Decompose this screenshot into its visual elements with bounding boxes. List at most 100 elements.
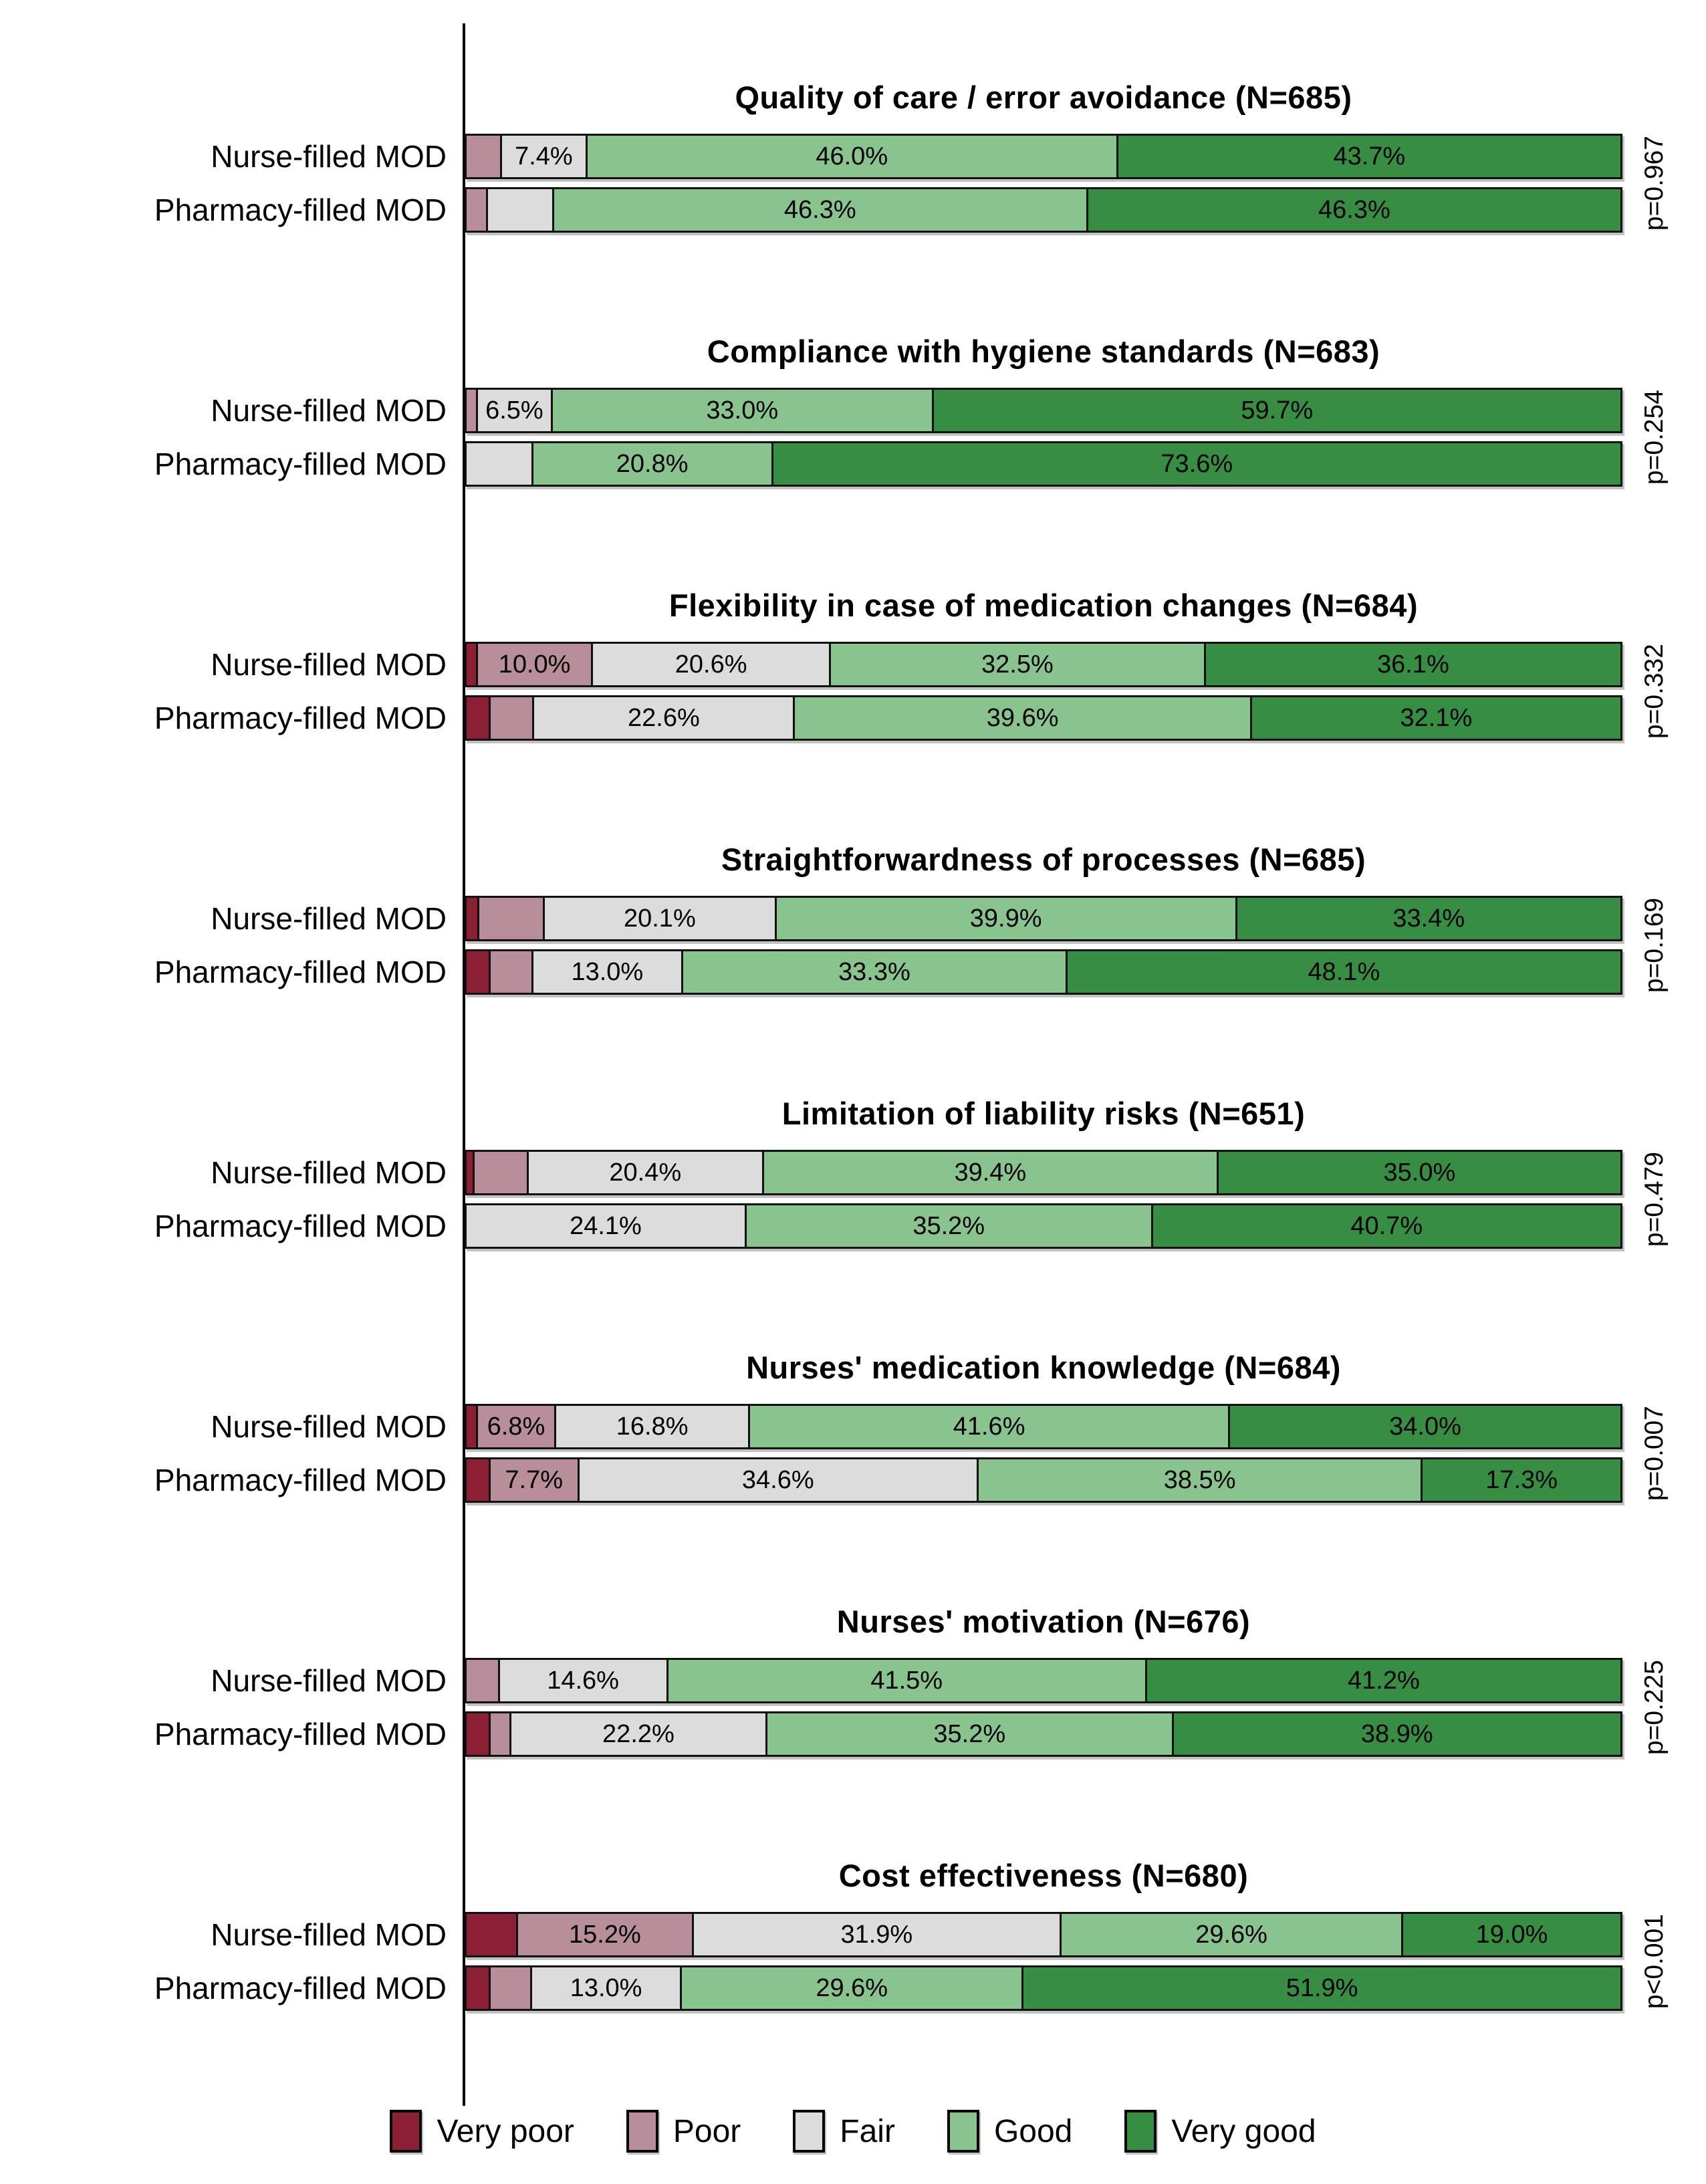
segment-very-good: 33.4%: [1235, 898, 1620, 939]
legend-swatch-good: [947, 2110, 979, 2153]
segment-value-label: 34.0%: [1389, 1412, 1461, 1441]
legend: Very poor Poor Fair Good Very good: [0, 2110, 1706, 2153]
segment-good: 32.5%: [828, 644, 1204, 685]
legend-label: Fair: [840, 2113, 895, 2149]
p-value-label: p<0.001: [1631, 1912, 1678, 2011]
stacked-bar: 7.7% 34.6% 38.5% 17.3%: [465, 1457, 1622, 1503]
segment-value-label: 33.0%: [706, 396, 779, 424]
legend-swatch-very-good: [1124, 2110, 1157, 2153]
segment-value-label: 16.8%: [616, 1412, 689, 1441]
segment-very-good: 36.1%: [1203, 644, 1620, 685]
segment-very-poor: [467, 1914, 517, 1955]
segment-good: 20.8%: [531, 443, 771, 485]
segment-value-label: 46.3%: [783, 195, 856, 224]
segment-good: 29.6%: [1060, 1914, 1402, 1955]
segment-value-label: 7.7%: [505, 1465, 564, 1494]
legend-label: Very good: [1171, 2113, 1316, 2149]
p-value-text: p=0.007: [1640, 1405, 1669, 1501]
bar-row: Pharmacy-filled MOD 13.0% 29.6% 51.9%: [0, 1965, 1622, 2011]
segment-good: 46.3%: [552, 189, 1086, 231]
segment-fair: 13.0%: [531, 951, 682, 993]
segment-good: 33.3%: [681, 951, 1066, 993]
panel-title: Nurses' medication knowledge (N=684): [746, 1350, 1341, 1385]
segment-value-label: 14.6%: [547, 1666, 619, 1695]
row-label: Nurse-filled MOD: [211, 1409, 447, 1444]
segment-fair: 31.9%: [691, 1914, 1060, 1955]
segment-good: 46.0%: [585, 136, 1116, 177]
bar-row: Nurse-filled MOD 20.1% 39.9% 33.4%: [0, 896, 1622, 941]
panel-cost-effectiveness-n-680: Cost effectiveness (N=680) Nurse-filled M…: [0, 1825, 1706, 2079]
segment-value-label: 38.5%: [1163, 1465, 1236, 1494]
segment-value-label: 51.9%: [1286, 1973, 1358, 2002]
segment-value-label: 41.2%: [1348, 1666, 1420, 1695]
segment-very-poor: [467, 697, 489, 739]
panel-title: Compliance with hygiene standards (N=683…: [707, 334, 1380, 369]
stacked-bar: 13.0% 29.6% 51.9%: [465, 1965, 1622, 2011]
segment-value-label: 41.6%: [953, 1412, 1025, 1441]
segment-value-label: 48.1%: [1308, 957, 1380, 986]
stacked-bar: 22.2% 35.2% 38.9%: [465, 1711, 1622, 1757]
segment-value-label: 22.6%: [628, 703, 700, 732]
segment-value-label: 41.5%: [870, 1666, 943, 1695]
segment-good: 33.0%: [550, 390, 932, 431]
segment-very-poor: [467, 951, 489, 993]
segment-poor: 15.2%: [516, 1914, 692, 1955]
segment-value-label: 20.8%: [616, 449, 689, 478]
segment-value-label: 34.6%: [741, 1465, 814, 1494]
segment-good: 29.6%: [680, 1967, 1022, 2009]
segment-very-good: 40.7%: [1150, 1205, 1620, 1247]
stacked-bar: 20.4% 39.4% 35.0%: [465, 1150, 1622, 1195]
segment-value-label: 39.6%: [986, 703, 1059, 732]
segment-very-poor: [467, 898, 477, 939]
panel-title: Cost effectiveness (N=680): [838, 1858, 1249, 1893]
segment-poor: 6.8%: [475, 1406, 555, 1447]
segment-value-label: 35.0%: [1383, 1158, 1456, 1187]
segment-very-good: 38.9%: [1171, 1713, 1620, 1755]
segment-poor: [472, 1152, 527, 1193]
segment-value-label: 17.3%: [1485, 1465, 1558, 1494]
row-label: Pharmacy-filled MOD: [154, 447, 447, 481]
segment-value-label: 59.7%: [1241, 396, 1314, 424]
segment-value-label: 22.2%: [602, 1719, 675, 1748]
stacked-bar: 13.0% 33.3% 48.1%: [465, 949, 1622, 995]
segment-value-label: 43.7%: [1333, 142, 1406, 170]
segment-poor: [488, 1967, 530, 2009]
row-label: Pharmacy-filled MOD: [154, 701, 447, 735]
segment-value-label: 19.0%: [1475, 1920, 1548, 1949]
row-label: Nurse-filled MOD: [211, 901, 447, 936]
p-value-text: p=0.225: [1640, 1659, 1669, 1755]
bar-row: Pharmacy-filled MOD 24.1% 35.2% 40.7%: [0, 1203, 1622, 1249]
segment-fair: [486, 189, 552, 231]
segment-fair: 6.5%: [475, 390, 551, 431]
row-label: Nurse-filled MOD: [211, 139, 447, 174]
bar-row: Pharmacy-filled MOD 20.8% 73.6%: [0, 441, 1622, 487]
segment-very-poor: [467, 1152, 473, 1193]
panel-title: Flexibility in case of medication change…: [668, 588, 1419, 623]
segment-very-good: 34.0%: [1228, 1406, 1620, 1447]
segment-very-good: 35.0%: [1216, 1152, 1620, 1193]
segment-very-good: 51.9%: [1021, 1967, 1620, 2009]
p-value-text: p=0.254: [1640, 389, 1669, 485]
panel-straightforwardness-of-processes-n-685: Straightforwardness of processes (N=685)…: [0, 809, 1706, 1063]
stacked-bar: 6.8% 16.8% 41.6% 34.0%: [465, 1404, 1622, 1449]
segment-poor: [488, 697, 533, 739]
segment-value-label: 46.3%: [1318, 195, 1390, 224]
bar-row: Pharmacy-filled MOD 7.7% 34.6% 38.5% 17.3%: [0, 1457, 1622, 1503]
legend-item-poor: Poor: [626, 2110, 741, 2153]
panel-nurses-medication-knowledge-n-684: Nurses' medication knowledge (N=684) Nurs…: [0, 1317, 1706, 1571]
p-value-label: p=0.254: [1631, 388, 1678, 487]
legend-swatch-fair: [793, 2110, 826, 2153]
bar-row: Nurse-filled MOD 7.4% 46.0% 43.7%: [0, 134, 1622, 179]
segment-value-label: 40.7%: [1350, 1211, 1423, 1240]
panel-flexibility-in-case-of-medication-changes-n-684: Flexibility in case of medication change…: [0, 555, 1706, 809]
legend-item-fair: Fair: [793, 2110, 895, 2153]
segment-poor: [488, 1713, 509, 1755]
legend-swatch-very-poor: [390, 2110, 422, 2153]
segment-very-poor: [467, 1713, 489, 1755]
bar-row: Nurse-filled MOD 14.6% 41.5% 41.2%: [0, 1658, 1622, 1703]
segment-good: 39.9%: [774, 898, 1235, 939]
segment-value-label: 73.6%: [1161, 449, 1233, 478]
segment-good: 38.5%: [976, 1459, 1421, 1501]
segment-fair: 20.1%: [542, 898, 775, 939]
